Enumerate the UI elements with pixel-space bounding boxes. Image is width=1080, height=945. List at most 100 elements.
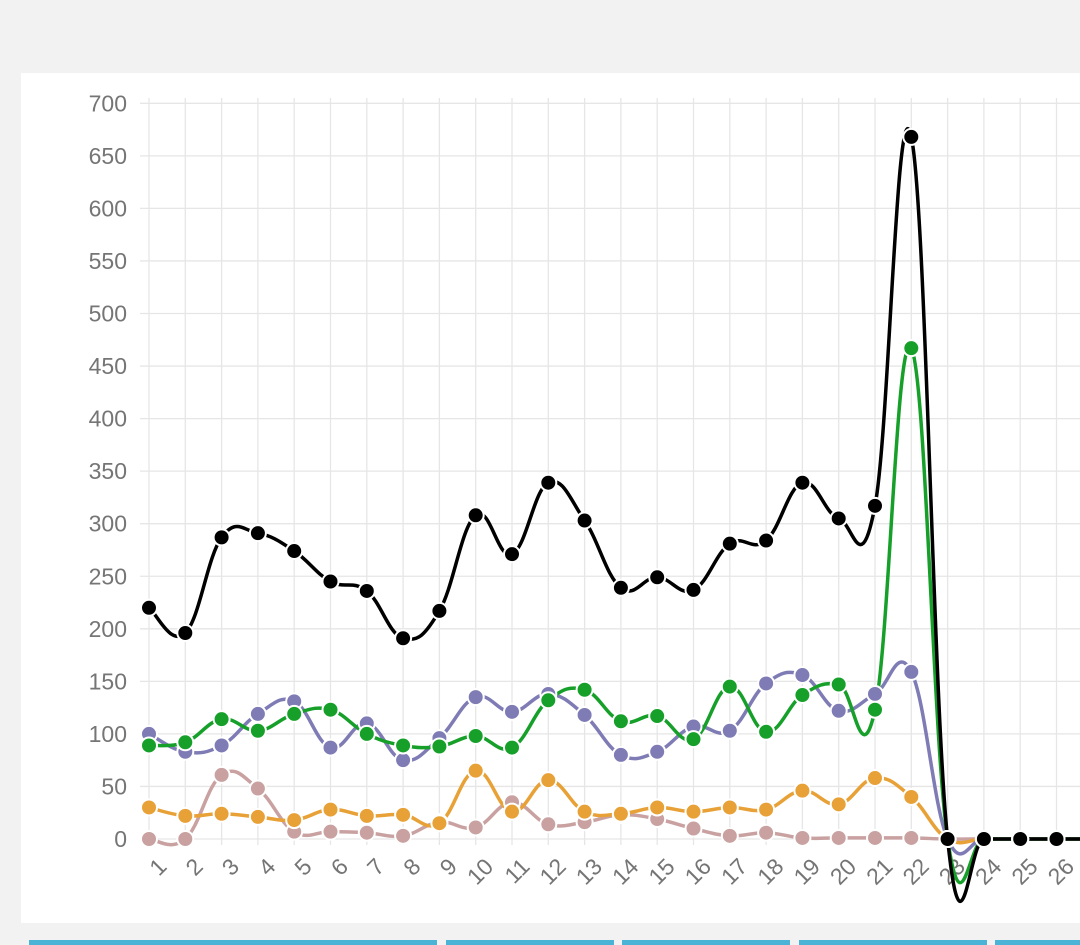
bottom-tab-4[interactable] <box>799 940 987 945</box>
data-point-s2-22[interactable] <box>902 339 921 358</box>
data-point-s3-3[interactable] <box>212 736 231 755</box>
data-point-s3-22[interactable] <box>902 662 921 681</box>
data-point-s4-3[interactable] <box>212 804 231 823</box>
data-point-s1-5[interactable] <box>285 542 304 561</box>
data-point-s2-8[interactable] <box>394 736 413 755</box>
data-point-s2-7[interactable] <box>357 724 376 743</box>
data-point-s5-17[interactable] <box>720 826 739 845</box>
data-point-s5-16[interactable] <box>684 819 703 838</box>
data-point-s3-15[interactable] <box>648 742 667 761</box>
data-point-s5-8[interactable] <box>394 826 413 845</box>
data-point-s1-23[interactable] <box>938 830 957 848</box>
data-point-s2-14[interactable] <box>611 712 630 731</box>
data-point-s4-1[interactable] <box>140 798 158 817</box>
data-point-s5-19[interactable] <box>793 828 812 847</box>
data-point-s3-4[interactable] <box>248 704 267 723</box>
data-point-s1-3[interactable] <box>212 528 231 547</box>
data-point-s3-14[interactable] <box>611 745 630 764</box>
bottom-tab-5[interactable] <box>995 940 1080 945</box>
data-point-s5-7[interactable] <box>357 823 376 842</box>
data-point-s2-5[interactable] <box>285 704 304 723</box>
data-point-s3-8[interactable] <box>394 751 413 770</box>
data-point-s5-2[interactable] <box>176 830 195 848</box>
data-point-s1-13[interactable] <box>575 511 594 530</box>
data-point-s3-10[interactable] <box>466 688 485 707</box>
data-point-s4-19[interactable] <box>793 781 812 800</box>
data-point-s1-8[interactable] <box>394 629 413 648</box>
data-point-s4-21[interactable] <box>866 769 884 788</box>
data-point-s3-11[interactable] <box>503 702 521 721</box>
data-point-s1-15[interactable] <box>648 568 667 587</box>
data-point-s1-26[interactable] <box>1047 830 1066 848</box>
data-point-s5-20[interactable] <box>829 828 848 847</box>
data-point-s2-15[interactable] <box>648 707 667 726</box>
data-point-s4-18[interactable] <box>757 800 776 819</box>
data-point-s4-7[interactable] <box>357 806 376 825</box>
data-point-s4-6[interactable] <box>321 800 340 819</box>
data-point-s4-14[interactable] <box>611 804 630 823</box>
data-point-s2-3[interactable] <box>212 710 231 729</box>
data-point-s4-5[interactable] <box>285 811 304 830</box>
data-point-s2-20[interactable] <box>829 675 848 694</box>
data-point-s2-4[interactable] <box>248 721 267 740</box>
bottom-tab-1[interactable] <box>29 940 437 945</box>
data-point-s5-21[interactable] <box>866 828 884 847</box>
data-point-s2-11[interactable] <box>503 738 521 757</box>
data-point-s1-20[interactable] <box>829 509 848 528</box>
data-point-s3-17[interactable] <box>720 721 739 740</box>
data-point-s2-21[interactable] <box>866 700 884 719</box>
data-point-s3-6[interactable] <box>321 738 340 757</box>
data-point-s4-11[interactable] <box>503 802 521 821</box>
data-point-s3-19[interactable] <box>793 666 812 685</box>
bottom-tab-2[interactable] <box>446 940 614 945</box>
data-point-s1-10[interactable] <box>466 506 485 525</box>
data-point-s4-10[interactable] <box>466 761 485 780</box>
data-point-s4-9[interactable] <box>430 814 449 833</box>
data-point-s1-1[interactable] <box>140 598 158 617</box>
data-point-s2-13[interactable] <box>575 680 594 699</box>
data-point-s2-18[interactable] <box>757 722 776 741</box>
data-point-s2-12[interactable] <box>539 691 558 710</box>
data-point-s1-19[interactable] <box>793 473 812 492</box>
data-point-s1-25[interactable] <box>1011 830 1030 848</box>
data-point-s4-16[interactable] <box>684 802 703 821</box>
data-point-s5-1[interactable] <box>140 830 158 848</box>
data-point-s2-19[interactable] <box>793 686 812 705</box>
data-point-s1-18[interactable] <box>757 531 776 550</box>
data-point-s5-3[interactable] <box>212 765 231 784</box>
data-point-s1-17[interactable] <box>720 534 739 553</box>
data-point-s4-17[interactable] <box>720 798 739 817</box>
data-point-s4-15[interactable] <box>648 798 667 817</box>
data-point-s1-21[interactable] <box>866 496 884 515</box>
bottom-tab-3[interactable] <box>622 940 790 945</box>
data-point-s2-2[interactable] <box>176 733 195 752</box>
data-point-s4-8[interactable] <box>394 805 413 824</box>
data-point-s3-13[interactable] <box>575 705 594 724</box>
data-point-s1-6[interactable] <box>321 572 340 591</box>
data-point-s3-18[interactable] <box>757 674 776 693</box>
data-point-s4-22[interactable] <box>902 787 921 806</box>
data-point-s1-9[interactable] <box>430 601 449 620</box>
data-point-s1-12[interactable] <box>539 473 558 492</box>
data-point-s5-12[interactable] <box>539 815 558 834</box>
data-point-s1-22[interactable] <box>902 127 921 146</box>
data-point-s4-4[interactable] <box>248 807 267 826</box>
data-point-s1-7[interactable] <box>357 581 376 600</box>
data-point-s3-21[interactable] <box>866 684 884 703</box>
data-point-s2-16[interactable] <box>684 730 703 749</box>
data-point-s1-24[interactable] <box>974 830 993 848</box>
data-point-s1-16[interactable] <box>684 580 703 599</box>
data-point-s5-6[interactable] <box>321 822 340 841</box>
data-point-s4-12[interactable] <box>539 771 558 790</box>
data-point-s4-13[interactable] <box>575 802 594 821</box>
data-point-s2-1[interactable] <box>140 736 158 755</box>
data-point-s1-11[interactable] <box>503 545 521 564</box>
data-point-s5-10[interactable] <box>466 818 485 837</box>
data-point-s3-20[interactable] <box>829 701 848 720</box>
data-point-s5-22[interactable] <box>902 828 921 847</box>
data-point-s5-18[interactable] <box>757 823 776 842</box>
data-point-s2-10[interactable] <box>466 727 485 746</box>
data-point-s1-4[interactable] <box>248 524 267 543</box>
data-point-s2-17[interactable] <box>720 677 739 696</box>
data-point-s1-14[interactable] <box>611 578 630 597</box>
